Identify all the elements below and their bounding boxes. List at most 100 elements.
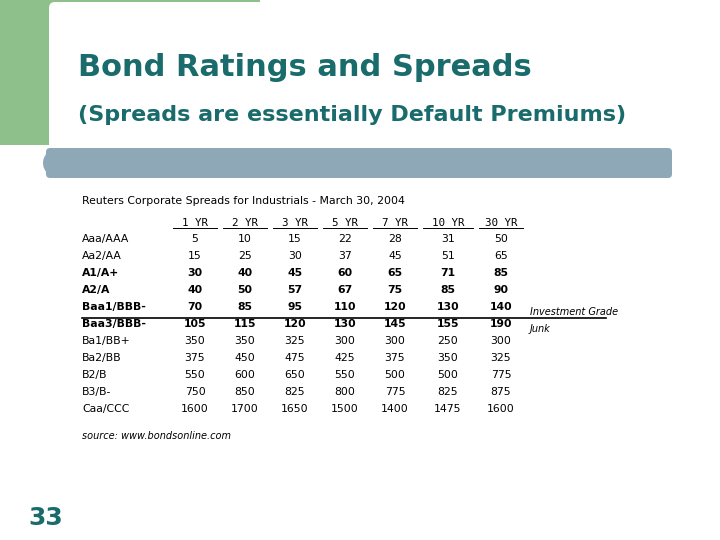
Text: 325: 325	[284, 336, 305, 346]
Text: 550: 550	[335, 370, 356, 380]
Text: 45: 45	[388, 251, 402, 261]
Text: 155: 155	[437, 319, 459, 329]
Text: Investment Grade: Investment Grade	[530, 307, 618, 317]
Text: 190: 190	[490, 319, 512, 329]
Text: 30: 30	[288, 251, 302, 261]
Text: 2 YR: 2 YR	[232, 218, 258, 228]
Circle shape	[43, 149, 71, 177]
Text: 450: 450	[235, 353, 256, 363]
Text: 650: 650	[284, 370, 305, 380]
Text: 875: 875	[491, 387, 511, 397]
Text: Baa3/BBB-: Baa3/BBB-	[82, 319, 146, 329]
Text: 5 YR: 5 YR	[332, 218, 358, 228]
Text: Ba2/BB: Ba2/BB	[82, 353, 122, 363]
Text: (Spreads are essentially Default Premiums): (Spreads are essentially Default Premium…	[78, 105, 626, 125]
Text: 10 YR: 10 YR	[432, 218, 464, 228]
Text: 350: 350	[438, 353, 459, 363]
Text: A1/A+: A1/A+	[82, 268, 120, 278]
Text: A2/A: A2/A	[82, 285, 110, 295]
Text: 850: 850	[235, 387, 256, 397]
Text: 45: 45	[287, 268, 302, 278]
Text: 71: 71	[441, 268, 456, 278]
Text: 30 YR: 30 YR	[485, 218, 517, 228]
Text: 3 YR: 3 YR	[282, 218, 308, 228]
Text: 300: 300	[490, 336, 511, 346]
Text: 375: 375	[384, 353, 405, 363]
Text: 70: 70	[187, 302, 202, 312]
Text: 600: 600	[235, 370, 256, 380]
Text: Aaa/AAA: Aaa/AAA	[82, 234, 130, 244]
Text: Caa/CCC: Caa/CCC	[82, 404, 130, 414]
Text: 85: 85	[238, 302, 253, 312]
FancyBboxPatch shape	[46, 148, 672, 178]
Text: 15: 15	[288, 234, 302, 244]
Text: 37: 37	[338, 251, 352, 261]
Text: 90: 90	[493, 285, 508, 295]
Text: Reuters Corporate Spreads for Industrials - March 30, 2004: Reuters Corporate Spreads for Industrial…	[82, 196, 405, 206]
Text: 775: 775	[491, 370, 511, 380]
Text: 350: 350	[235, 336, 256, 346]
Text: 300: 300	[335, 336, 356, 346]
Text: 30: 30	[187, 268, 202, 278]
Text: 550: 550	[184, 370, 205, 380]
Text: Junk: Junk	[530, 324, 551, 334]
Text: 1600: 1600	[181, 404, 209, 414]
Bar	[0, 0, 260, 145]
Text: 1400: 1400	[381, 404, 409, 414]
Text: 145: 145	[384, 319, 406, 329]
Text: 500: 500	[438, 370, 459, 380]
Text: 28: 28	[388, 234, 402, 244]
Text: 31: 31	[441, 234, 455, 244]
Text: Baa1/BBB-: Baa1/BBB-	[82, 302, 146, 312]
Text: 1600: 1600	[487, 404, 515, 414]
Text: 5: 5	[192, 234, 199, 244]
Text: 1475: 1475	[434, 404, 462, 414]
Text: 50: 50	[238, 285, 253, 295]
Text: 85: 85	[441, 285, 456, 295]
Text: 105: 105	[184, 319, 206, 329]
Text: 1700: 1700	[231, 404, 259, 414]
Text: 15: 15	[188, 251, 202, 261]
Text: 140: 140	[490, 302, 513, 312]
Text: 110: 110	[334, 302, 356, 312]
Text: 325: 325	[491, 353, 511, 363]
Text: 33: 33	[28, 506, 63, 530]
Text: 67: 67	[338, 285, 353, 295]
Text: 57: 57	[287, 285, 302, 295]
Text: 120: 120	[284, 319, 306, 329]
Text: 375: 375	[185, 353, 205, 363]
Text: 825: 825	[438, 387, 459, 397]
Text: 7 YR: 7 YR	[382, 218, 408, 228]
Text: 115: 115	[234, 319, 256, 329]
Text: 800: 800	[335, 387, 356, 397]
Text: B3/B-: B3/B-	[82, 387, 112, 397]
Text: source: www.bondsonline.com: source: www.bondsonline.com	[82, 431, 231, 441]
Text: 65: 65	[494, 251, 508, 261]
Text: 475: 475	[284, 353, 305, 363]
Text: 25: 25	[238, 251, 252, 261]
Text: 775: 775	[384, 387, 405, 397]
Text: 425: 425	[335, 353, 355, 363]
Text: 95: 95	[287, 302, 302, 312]
Text: Bond Ratings and Spreads: Bond Ratings and Spreads	[78, 53, 532, 83]
Text: Ba1/BB+: Ba1/BB+	[82, 336, 131, 346]
Text: 350: 350	[184, 336, 205, 346]
Text: 120: 120	[384, 302, 406, 312]
Text: 825: 825	[284, 387, 305, 397]
Text: 300: 300	[384, 336, 405, 346]
Text: 22: 22	[338, 234, 352, 244]
Text: 750: 750	[184, 387, 205, 397]
Text: 40: 40	[238, 268, 253, 278]
Text: 85: 85	[493, 268, 508, 278]
Text: B2/B: B2/B	[82, 370, 107, 380]
Text: 51: 51	[441, 251, 455, 261]
Text: 250: 250	[438, 336, 459, 346]
Text: 60: 60	[338, 268, 353, 278]
Text: 40: 40	[187, 285, 202, 295]
Text: 50: 50	[494, 234, 508, 244]
Text: Aa2/AA: Aa2/AA	[82, 251, 122, 261]
Text: 1 YR: 1 YR	[182, 218, 208, 228]
Text: 75: 75	[387, 285, 402, 295]
Text: 10: 10	[238, 234, 252, 244]
Text: 130: 130	[333, 319, 356, 329]
